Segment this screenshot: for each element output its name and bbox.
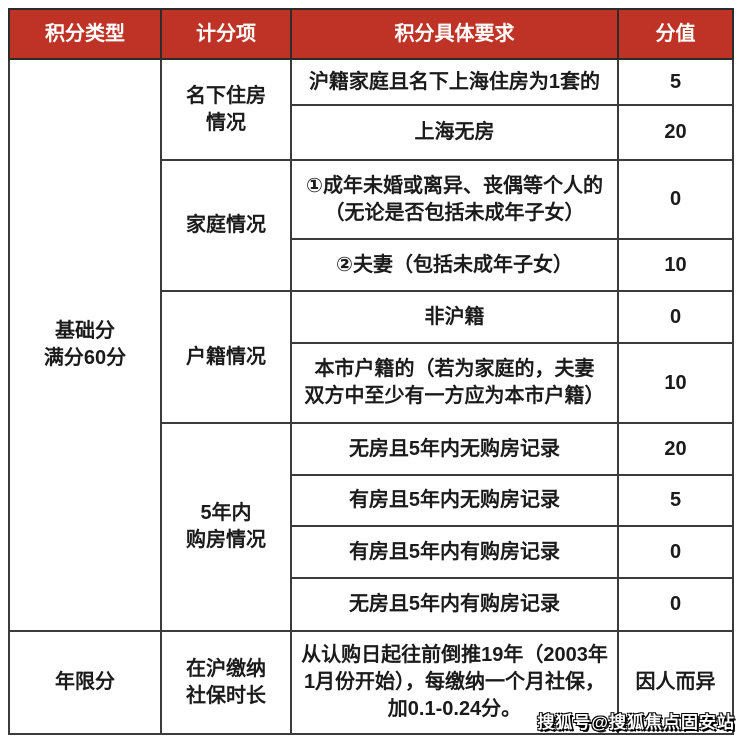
requirement-cell: 沪籍家庭且名下上海住房为1套的 [290, 58, 619, 106]
header-requirement: 积分具体要求 [290, 8, 619, 60]
requirement-cell: 有房且5年内无购房记录 [290, 474, 619, 527]
requirement-cell: 本市户籍的（若为家庭的，夫妻 双方中至少有一方应为本市户籍） [290, 342, 619, 424]
points-table: 积分类型 计分项 积分具体要求 分值 基础分 满分60分 名下住房 情况 沪籍家… [8, 8, 734, 735]
requirement-cell: 无房且5年内有购房记录 [290, 577, 619, 632]
table-row: 户籍情况 非沪籍 0 [9, 290, 734, 424]
score-value-cell: 因人而异 [617, 630, 734, 735]
score-value-cell: 0 [617, 159, 734, 240]
requirement-cell: ①成年未婚或离异、丧偶等个人的 （无论是否包括未成年子女） [290, 159, 619, 240]
table-row: 上海无房 20 [9, 104, 734, 161]
item-cell-purchase-5yr: 5年内 购房情况 [160, 422, 292, 632]
table-row: 有房且5年内有购房记录 0 [9, 525, 734, 579]
sohu-watermark: 搜狐号@搜狐焦点固安站 [537, 713, 735, 732]
header-score-value: 分值 [617, 8, 734, 60]
table-header-row: 积分类型 计分项 积分具体要求 分值 [8, 8, 734, 60]
score-value-cell: 0 [617, 525, 734, 579]
header-scoring-item: 计分项 [160, 8, 292, 60]
table-row: 基础分 满分60分 名下住房 情况 沪籍家庭且名下上海住房为1套的 5 [8, 58, 734, 632]
category-cell-base-score: 基础分 满分60分 [8, 58, 162, 632]
score-value-cell: 20 [617, 104, 734, 161]
score-value-cell: 0 [617, 290, 734, 344]
score-value-cell: 0 [617, 577, 734, 632]
table-row: 年限分 在沪缴纳 社保时长 从认购日起往前倒推19年（2003年 1月份开始），… [8, 630, 734, 735]
table-row: 家庭情况 ①成年未婚或离异、丧偶等个人的 （无论是否包括未成年子女） 0 [9, 159, 734, 292]
item-cell-housing-owned: 名下住房 情况 [160, 58, 292, 161]
table-row: 本市户籍的（若为家庭的，夫妻 双方中至少有一方应为本市户籍） 10 [9, 342, 734, 424]
table-row: 无房且5年内有购房记录 0 [9, 577, 734, 632]
score-value-cell: 5 [617, 474, 734, 527]
table-row: 5年内 购房情况 无房且5年内无购房记录 20 [9, 422, 734, 632]
header-points-type: 积分类型 [8, 8, 162, 60]
requirement-cell: 从认购日起往前倒推19年（2003年 1月份开始），每缴纳一个月社保， 加0.1… [290, 630, 619, 735]
item-cell-social-security: 在沪缴纳 社保时长 [160, 630, 292, 735]
table-row: 有房且5年内无购房记录 5 [9, 474, 734, 527]
table-row: ②夫妻（包括未成年子女） 10 [9, 238, 734, 292]
requirement-cell: 有房且5年内有购房记录 [290, 525, 619, 579]
requirement-cell: ②夫妻（包括未成年子女） [290, 238, 619, 292]
requirement-cell: 非沪籍 [290, 290, 619, 344]
score-value-cell: 5 [617, 58, 734, 106]
score-value-cell: 10 [617, 342, 734, 424]
item-cell-family-status: 家庭情况 [160, 159, 292, 292]
category-cell-years-score: 年限分 [8, 630, 162, 735]
item-cell-hukou-status: 户籍情况 [160, 290, 292, 424]
requirement-cell: 无房且5年内无购房记录 [290, 422, 619, 476]
requirement-cell: 上海无房 [290, 104, 619, 161]
score-value-cell: 20 [617, 422, 734, 476]
score-value-cell: 10 [617, 238, 734, 292]
